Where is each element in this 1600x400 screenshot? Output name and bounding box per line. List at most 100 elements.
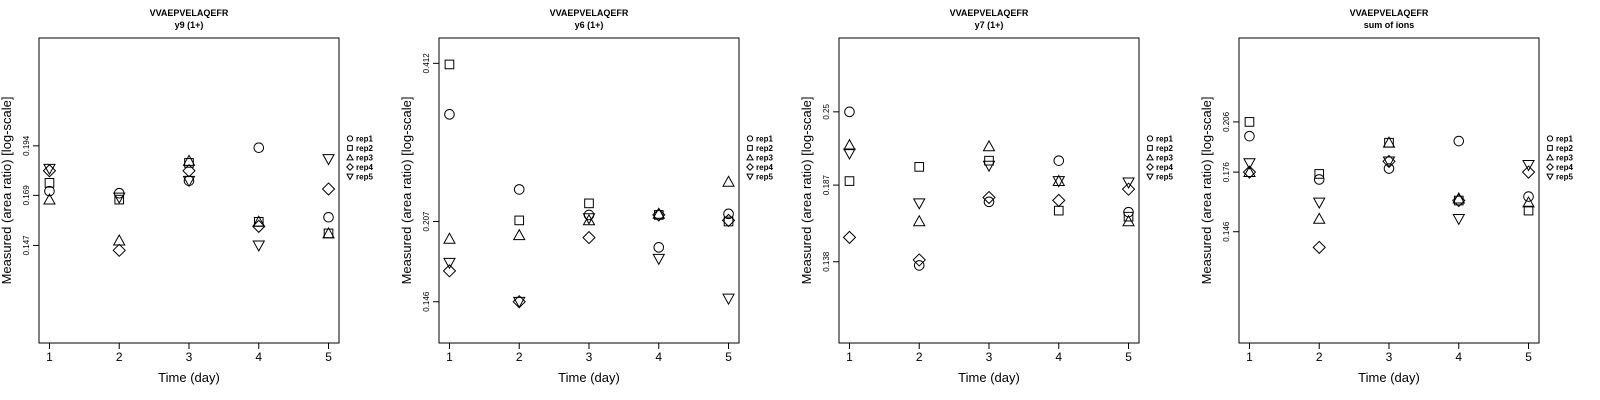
legend-marker-rep3: [746, 153, 754, 161]
legend-label: rep3: [756, 154, 773, 163]
data-point-rep4: [582, 230, 596, 245]
data-point-rep2: [444, 59, 455, 70]
data-point-rep1: [653, 242, 665, 253]
y-axis-label: Measured (area ratio) [log-scale]: [0, 97, 14, 285]
x-axis-label: Time (day): [1358, 370, 1420, 385]
chart-subtitle: y9 (1+): [175, 20, 204, 30]
x-axis-label: Time (day): [558, 370, 620, 385]
chart-panel-4: VVAEPVELAQEFR sum of ions 1 2 3 4 5 Time (day) 0…: [1199, 8, 1573, 385]
legend-marker-rep5: [1546, 173, 1554, 181]
data-point-rep4: [442, 264, 457, 278]
chart-panel-2: VVAEPVELAQEFR y6 (1+) 1 2 3 4 5 Time (day) 0.146…: [399, 8, 773, 385]
data-point-rep5: [722, 293, 735, 306]
legend-label: rep3: [1156, 154, 1173, 163]
data-point-rep5: [1122, 177, 1135, 189]
data-point-rep5: [912, 198, 926, 210]
legend-label: rep1: [756, 135, 773, 144]
y-axis-label: Measured (area ratio) [log-scale]: [399, 97, 414, 285]
legend-label: rep5: [1556, 173, 1573, 182]
plot-frame: [38, 37, 340, 344]
x-axis-label: Time (day): [158, 370, 220, 385]
data-point-rep4: [1452, 193, 1466, 208]
data-point-rep2: [1523, 205, 1534, 216]
chart-subtitle: sum of ions: [1364, 20, 1415, 30]
x-tick-label: 5: [725, 350, 732, 364]
data-point-rep1: [844, 106, 855, 118]
data-point-rep5: [43, 163, 56, 176]
data-point-rep1: [513, 184, 525, 195]
chart-title: VVAEPVELAQEFR: [950, 8, 1029, 18]
chart-title: VVAEPVELAQEFR: [550, 8, 629, 18]
data-point-rep1: [323, 211, 334, 223]
chart-title: VVAEPVELAQEFR: [1350, 8, 1429, 18]
data-point-rep3: [1382, 136, 1396, 148]
legend-label: rep4: [1556, 163, 1573, 172]
data-point-rep4: [112, 243, 126, 258]
legend-marker-rep2: [347, 145, 353, 151]
data-point-rep3: [912, 214, 926, 227]
legend-marker-rep1: [1146, 135, 1154, 142]
chart-panel-1: VVAEPVELAQEFR y9 (1+) 1 2 3 4 5 Time (day) 0.147…: [0, 8, 373, 385]
legend-marker-rep5: [346, 173, 354, 181]
data-point-rep3: [512, 228, 526, 241]
y-axis-label: Measured (area ratio) [log-scale]: [799, 97, 814, 285]
y-tick-label: 0.138: [822, 251, 831, 272]
data-point-rep4: [912, 253, 926, 267]
y-tick-label: 0.207: [422, 211, 431, 232]
legend-marker-rep4: [1146, 163, 1154, 171]
x-tick-label: 5: [1125, 350, 1132, 364]
data-point-rep3: [982, 139, 996, 152]
data-point-rep5: [982, 160, 996, 173]
legend-marker-rep4: [1546, 163, 1554, 171]
data-point-rep1: [1053, 155, 1065, 166]
data-point-rep3: [1452, 192, 1466, 204]
legend-marker-rep2: [1547, 145, 1553, 151]
data-point-rep5: [582, 213, 596, 225]
data-point-rep2: [44, 178, 55, 188]
data-point-rep1: [444, 109, 455, 120]
data-point-rep4: [652, 208, 666, 222]
x-tick-label: 3: [986, 350, 993, 364]
data-point-rep3: [843, 138, 856, 151]
data-point-rep5: [843, 148, 856, 160]
data-point-rep2: [1053, 205, 1064, 216]
legend-label: rep4: [356, 163, 373, 172]
legend-label: rep2: [356, 144, 373, 153]
data-point-rep4: [721, 213, 736, 228]
x-tick-label: 2: [116, 350, 123, 364]
x-tick-label: 5: [325, 350, 332, 364]
x-tick-label: 4: [1455, 350, 1462, 364]
data-point-rep4: [1242, 165, 1257, 179]
data-point-rep5: [443, 257, 456, 270]
legend-marker-rep3: [346, 153, 354, 161]
chart-subtitle: y7 (1+): [975, 20, 1004, 30]
legend-label: rep3: [1556, 154, 1573, 163]
data-point-rep4: [1521, 165, 1536, 179]
x-tick-label: 1: [446, 350, 453, 364]
data-point-rep1: [1523, 191, 1534, 202]
x-tick-label: 4: [255, 350, 262, 364]
legend-marker-rep1: [746, 135, 754, 142]
data-point-rep3: [1522, 195, 1535, 208]
data-point-rep2: [514, 215, 525, 226]
data-point-rep5: [322, 154, 335, 166]
data-point-rep3: [1122, 214, 1135, 227]
data-point-rep2: [1314, 169, 1325, 179]
data-point-rep3: [1312, 212, 1326, 224]
y-tick-label: 0.146: [422, 291, 431, 312]
legend-marker-rep3: [1546, 153, 1554, 161]
legend-label: rep5: [756, 173, 773, 182]
legend-label: rep2: [1156, 144, 1173, 153]
data-point-rep4: [1052, 193, 1066, 208]
data-point-rep3: [112, 234, 126, 246]
x-tick-label: 4: [1055, 350, 1062, 364]
legend-label: rep1: [1156, 135, 1173, 144]
x-tick-label: 4: [655, 350, 662, 364]
legend-marker-rep4: [746, 163, 754, 171]
legend-marker-rep5: [746, 173, 754, 181]
data-point-rep2: [984, 155, 994, 166]
data-point-rep3: [43, 193, 56, 205]
y-axis-label: Measured (area ratio) [log-scale]: [1199, 97, 1214, 285]
data-point-rep5: [112, 192, 126, 205]
data-point-rep1: [723, 208, 734, 220]
